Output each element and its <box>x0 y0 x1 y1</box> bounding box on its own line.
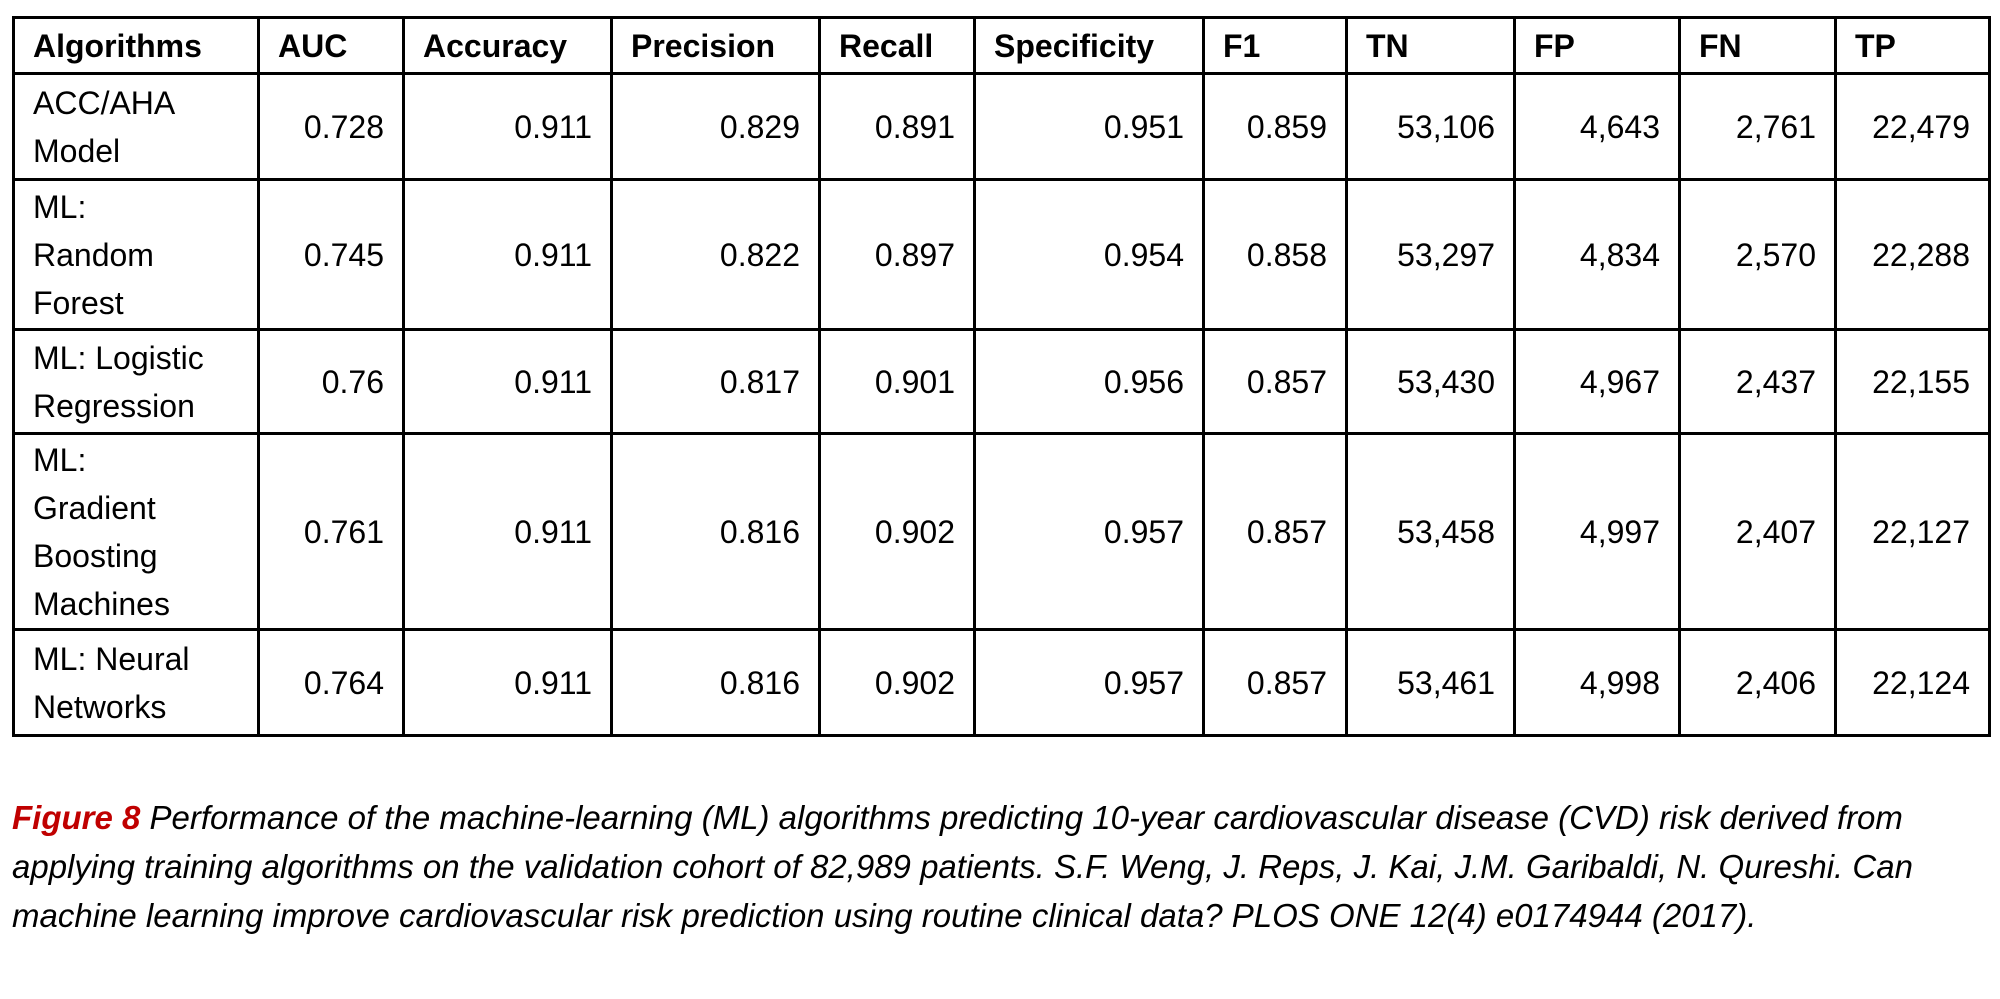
recall-cell: 0.897 <box>818 178 976 331</box>
specificity-cell: 0.957 <box>973 628 1205 737</box>
precision-cell: 0.822 <box>610 178 821 331</box>
column-header-f1: F1 <box>1202 16 1348 75</box>
auc-cell: 0.761 <box>257 432 405 631</box>
tn-cell: 53,430 <box>1345 328 1516 435</box>
f1-cell: 0.859 <box>1202 72 1348 181</box>
tn-cell: 53,297 <box>1345 178 1516 331</box>
column-header-specificity: Specificity <box>973 16 1205 75</box>
accuracy-cell: 0.911 <box>402 328 613 435</box>
accuracy-cell: 0.911 <box>402 72 613 181</box>
precision-cell: 0.816 <box>610 628 821 737</box>
tp-cell: 22,479 <box>1834 72 1991 181</box>
fp-cell: 4,643 <box>1513 72 1681 181</box>
column-header-tn: TN <box>1345 16 1516 75</box>
auc-cell: 0.76 <box>257 328 405 435</box>
recall-cell: 0.902 <box>818 628 976 737</box>
tp-cell: 22,288 <box>1834 178 1991 331</box>
column-header-precision: Precision <box>610 16 821 75</box>
fn-cell: 2,406 <box>1678 628 1837 737</box>
column-header-tp: TP <box>1834 16 1991 75</box>
auc-cell: 0.764 <box>257 628 405 737</box>
fn-cell: 2,407 <box>1678 432 1837 631</box>
algorithm-cell: ML: Logistic Regression <box>12 328 260 435</box>
fn-cell: 2,761 <box>1678 72 1837 181</box>
precision-cell: 0.829 <box>610 72 821 181</box>
tp-cell: 22,124 <box>1834 628 1991 737</box>
auc-cell: 0.745 <box>257 178 405 331</box>
caption-text: Performance of the machine-learning (ML)… <box>12 799 1913 934</box>
accuracy-cell: 0.911 <box>402 432 613 631</box>
table-row: ACC/AHA Model 0.728 0.911 0.829 0.891 0.… <box>12 72 1991 181</box>
tn-cell: 53,106 <box>1345 72 1516 181</box>
tp-cell: 22,155 <box>1834 328 1991 435</box>
fp-cell: 4,967 <box>1513 328 1681 435</box>
column-header-auc: AUC <box>257 16 405 75</box>
precision-cell: 0.817 <box>610 328 821 435</box>
auc-cell: 0.728 <box>257 72 405 181</box>
performance-table: Algorithms AUC Accuracy Precision Recall… <box>12 16 1991 737</box>
precision-cell: 0.816 <box>610 432 821 631</box>
f1-cell: 0.857 <box>1202 628 1348 737</box>
tp-cell: 22,127 <box>1834 432 1991 631</box>
fp-cell: 4,997 <box>1513 432 1681 631</box>
table-row: ML: Neural Networks 0.764 0.911 0.816 0.… <box>12 628 1991 737</box>
fp-cell: 4,998 <box>1513 628 1681 737</box>
algorithm-cell: ML: Random Forest <box>12 178 260 331</box>
recall-cell: 0.902 <box>818 432 976 631</box>
header-row: Algorithms AUC Accuracy Precision Recall… <box>12 16 1991 75</box>
tn-cell: 53,458 <box>1345 432 1516 631</box>
specificity-cell: 0.954 <box>973 178 1205 331</box>
column-header-algorithms: Algorithms <box>12 16 260 75</box>
table-row: ML: Random Forest 0.745 0.911 0.822 0.89… <box>12 178 1991 331</box>
fn-cell: 2,570 <box>1678 178 1837 331</box>
algorithm-cell: ML: Gradient Boosting Machines <box>12 432 260 631</box>
specificity-cell: 0.957 <box>973 432 1205 631</box>
column-header-recall: Recall <box>818 16 976 75</box>
f1-cell: 0.857 <box>1202 432 1348 631</box>
column-header-fn: FN <box>1678 16 1837 75</box>
recall-cell: 0.901 <box>818 328 976 435</box>
algorithm-cell: ML: Neural Networks <box>12 628 260 737</box>
fn-cell: 2,437 <box>1678 328 1837 435</box>
figure-caption: Figure 8 Performance of the machine-lear… <box>12 793 1988 940</box>
f1-cell: 0.857 <box>1202 328 1348 435</box>
column-header-fp: FP <box>1513 16 1681 75</box>
accuracy-cell: 0.911 <box>402 178 613 331</box>
tn-cell: 53,461 <box>1345 628 1516 737</box>
specificity-cell: 0.951 <box>973 72 1205 181</box>
table-row: ML: Gradient Boosting Machines 0.761 0.9… <box>12 432 1991 631</box>
fp-cell: 4,834 <box>1513 178 1681 331</box>
column-header-accuracy: Accuracy <box>402 16 613 75</box>
specificity-cell: 0.956 <box>973 328 1205 435</box>
table-row: ML: Logistic Regression 0.76 0.911 0.817… <box>12 328 1991 435</box>
figure-label: Figure 8 <box>12 799 141 836</box>
f1-cell: 0.858 <box>1202 178 1348 331</box>
algorithm-cell: ACC/AHA Model <box>12 72 260 181</box>
accuracy-cell: 0.911 <box>402 628 613 737</box>
recall-cell: 0.891 <box>818 72 976 181</box>
